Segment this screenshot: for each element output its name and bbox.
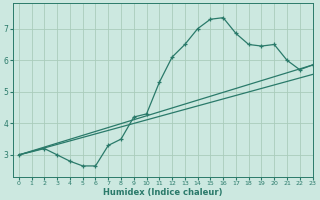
X-axis label: Humidex (Indice chaleur): Humidex (Indice chaleur) (103, 188, 222, 197)
